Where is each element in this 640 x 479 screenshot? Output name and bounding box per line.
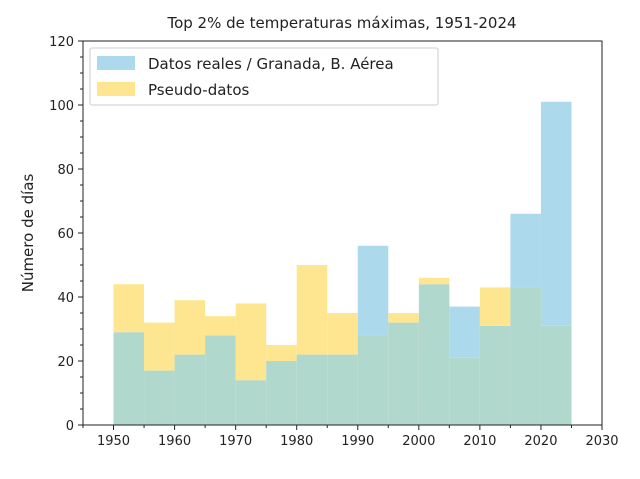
- legend-swatch-real: [97, 56, 135, 70]
- legend-label-pseudo: Pseudo-datos: [148, 81, 249, 99]
- y-tick-label: 40: [57, 291, 74, 306]
- bar-pseudo: [479, 287, 511, 326]
- bar-pseudo: [266, 345, 297, 361]
- legend: Datos reales / Granada, B. Aérea Pseudo-…: [89, 47, 439, 106]
- bar-overlap: [479, 325, 511, 425]
- bar-overlap: [418, 284, 450, 425]
- bar-overlap: [296, 354, 328, 425]
- y-tick-label: 20: [57, 355, 74, 370]
- bar-pseudo: [174, 300, 206, 355]
- x-tick-label: 2000: [402, 434, 435, 449]
- bar-real: [449, 306, 480, 358]
- bar-overlap: [205, 335, 236, 425]
- bar-pseudo: [113, 284, 145, 333]
- legend-box: [89, 47, 439, 106]
- x-tick-label: 1990: [341, 434, 374, 449]
- bar-pseudo: [388, 313, 419, 323]
- bar-pseudo: [296, 265, 328, 355]
- bar-overlap: [388, 322, 419, 425]
- x-tick-label: 1950: [97, 434, 130, 449]
- bar-overlap: [174, 354, 206, 425]
- y-axis-label: Número de días: [19, 174, 37, 293]
- x-tick-label: 2020: [524, 434, 557, 449]
- x-tick-label: 1970: [219, 434, 252, 449]
- bar-overlap: [357, 335, 389, 425]
- chart-title: Top 2% de temperaturas máximas, 1951-202…: [166, 14, 516, 32]
- bar-pseudo: [205, 316, 236, 336]
- bar-overlap: [510, 287, 541, 425]
- bar-real: [510, 213, 541, 288]
- bar-real: [540, 101, 572, 326]
- legend-label-real: Datos reales / Granada, B. Aérea: [148, 55, 394, 73]
- y-tick-label: 100: [49, 99, 74, 114]
- bar-overlap: [449, 357, 480, 425]
- bar-overlap: [266, 361, 297, 425]
- x-tick-label: 2030: [585, 434, 618, 449]
- bar-overlap: [327, 354, 358, 425]
- bar-pseudo: [418, 277, 450, 285]
- legend-swatch-pseudo: [97, 82, 135, 96]
- bar-real: [357, 245, 389, 336]
- bar-overlap: [144, 370, 175, 425]
- y-tick-label: 80: [57, 163, 74, 178]
- bar-pseudo: [144, 322, 175, 371]
- y-tick-label: 0: [66, 419, 74, 434]
- bar-overlap: [540, 325, 572, 425]
- bar-pseudo: [327, 313, 358, 355]
- bar-overlap: [235, 380, 267, 425]
- x-tick-label: 1960: [158, 434, 191, 449]
- bar-overlap: [113, 332, 145, 425]
- y-tick-label: 60: [57, 227, 74, 242]
- x-tick-label: 1980: [280, 434, 313, 449]
- y-tick-label: 120: [49, 35, 74, 50]
- x-tick-label: 2010: [463, 434, 496, 449]
- bar-pseudo: [235, 303, 267, 381]
